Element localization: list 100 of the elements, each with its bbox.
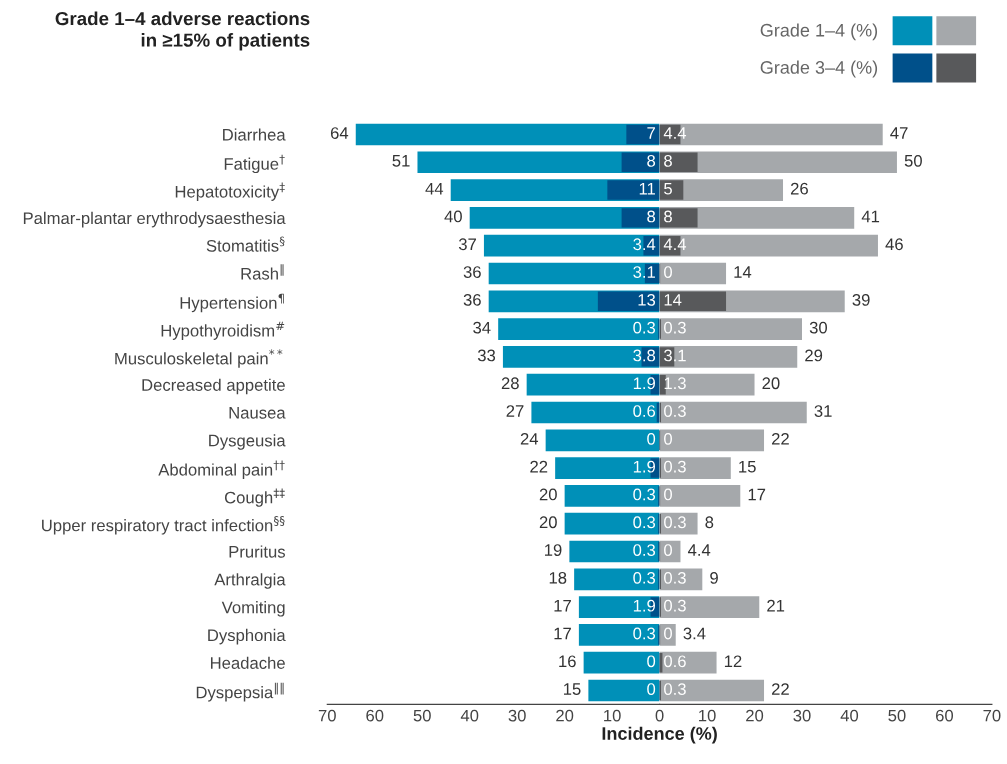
data-label: 50	[904, 154, 922, 167]
data-label: 0.3	[633, 627, 656, 640]
data-label: 0.3	[633, 516, 656, 529]
y-tick-label: Upper respiratory tract infection$^{§§}$	[42, 516, 285, 535]
data-label: 1.9	[633, 377, 655, 390]
x-tick-label: 50	[413, 709, 431, 722]
data-label: 21	[767, 599, 785, 612]
chart-title: Grade 1–4 adverse reactions in ≥15% of patients	[55, 11, 310, 51]
y-tick-label: Hepatotoxicity$^{‡}$	[175, 182, 285, 201]
data-label: 17	[554, 627, 571, 640]
data-label: 17	[748, 488, 766, 501]
data-label: 8	[664, 210, 672, 223]
y-tick-label: Palmar-plantar erythrodysaesthesia	[23, 211, 286, 228]
data-label: 0.3	[633, 571, 656, 584]
data-label: 20	[539, 488, 557, 501]
data-label: 24	[520, 432, 539, 445]
data-label: 0.3	[664, 460, 686, 473]
data-label: 22	[530, 460, 548, 473]
x-tick-label: 30	[793, 709, 811, 722]
data-label: 41	[861, 210, 880, 223]
data-label: 4.4	[663, 238, 687, 250]
x-tick-label: 0	[655, 709, 664, 722]
data-label: 8	[664, 154, 672, 167]
y-tick-label: Diarrhea	[223, 128, 286, 141]
data-label: 20	[762, 377, 780, 390]
data-label: 0.6	[633, 405, 656, 417]
data-label: 15	[739, 460, 756, 473]
data-label: 51	[392, 155, 410, 167]
y-tick-label: Fatigue$^{†}$	[224, 154, 285, 174]
x-tick-label: 20	[746, 709, 764, 722]
data-label: 0.3	[664, 516, 686, 529]
legend-label: Grade 3–4 (%)	[760, 60, 878, 78]
data-label: 0.3	[664, 683, 686, 695]
data-label: 0	[647, 432, 656, 445]
data-label: 3.8	[633, 349, 656, 362]
data-label: 15	[563, 683, 581, 695]
x-tick-label: 40	[460, 709, 479, 722]
data-label: 0	[664, 544, 672, 556]
data-label: 0.3	[633, 488, 656, 501]
data-label: 29	[805, 349, 823, 362]
data-label: 0.3	[664, 599, 686, 612]
data-label: 14	[664, 294, 682, 306]
data-label: 0	[664, 488, 672, 501]
x-tick-label: 60	[366, 709, 384, 722]
data-label: 40	[444, 210, 462, 223]
x-tick-label: 40	[840, 709, 859, 722]
x-tick-label: 30	[508, 709, 526, 722]
data-label: 0	[664, 627, 672, 640]
y-tick-label: Hypothyroidism$^{#}$	[161, 321, 285, 340]
data-label: 37	[458, 238, 476, 251]
data-label: 34	[473, 321, 491, 334]
data-label: 14	[734, 266, 752, 278]
y-tick-label: Hypertension$^{¶}$	[180, 293, 284, 313]
data-label: 8	[705, 516, 714, 529]
data-label: 0.3	[664, 405, 686, 417]
data-label: 0.6	[664, 655, 686, 668]
x-tick-label: 60	[936, 709, 954, 722]
data-label: 44	[425, 182, 444, 195]
y-tick-label: Decreased appetite	[142, 378, 285, 395]
y-tick-label: Cough$^{‡‡}$	[224, 488, 285, 507]
data-label: 0.3	[633, 544, 656, 556]
data-label: 9	[710, 571, 718, 584]
data-label: 8	[647, 154, 656, 167]
data-label: 0.3	[664, 571, 686, 584]
data-label: 31	[814, 405, 832, 417]
y-tick-label: Abdominal pain$^{††}$	[158, 460, 285, 479]
y-tick-label: Headache	[211, 656, 285, 669]
data-label: 1.9	[633, 599, 655, 612]
data-label: 5	[664, 182, 672, 195]
y-tick-label: Vomiting	[221, 601, 285, 617]
data-label: 4.4	[663, 127, 687, 139]
data-label: 28	[501, 377, 519, 390]
x-tick-label: 20	[556, 709, 574, 722]
data-label: 3.1	[633, 266, 655, 278]
data-label: 22	[771, 683, 789, 695]
data-label: 7	[647, 127, 655, 139]
data-label: 27	[506, 405, 524, 417]
data-label: 0	[664, 432, 672, 445]
data-label: 13	[638, 293, 656, 306]
data-label: 0.3	[633, 321, 656, 334]
data-label: 18	[549, 571, 567, 584]
data-label: 3.4	[683, 627, 706, 640]
data-label: 46	[885, 238, 903, 251]
data-label: 17	[554, 599, 571, 612]
y-tick-label: Dyspepsia$^{‖‖}$	[196, 682, 284, 702]
data-label: 36	[463, 266, 481, 278]
y-tick-label: Musculoskeletal pain$^{**}$	[115, 349, 283, 368]
data-label: 36	[463, 293, 481, 306]
data-label: 22	[771, 432, 789, 445]
data-label: 30	[809, 321, 828, 334]
data-label: 33	[477, 349, 496, 362]
y-tick-label: Rash$^{‖}$	[241, 264, 284, 280]
data-label: 4.4	[687, 544, 711, 556]
x-tick-label: 70	[983, 709, 1001, 722]
y-tick-label: Dysphonia	[208, 628, 286, 645]
data-label: 0.3	[664, 321, 686, 334]
data-label: 11	[639, 182, 655, 195]
data-label: 47	[890, 127, 908, 139]
y-tick-label: Nausea	[229, 407, 286, 419]
data-label: 64	[330, 127, 349, 139]
